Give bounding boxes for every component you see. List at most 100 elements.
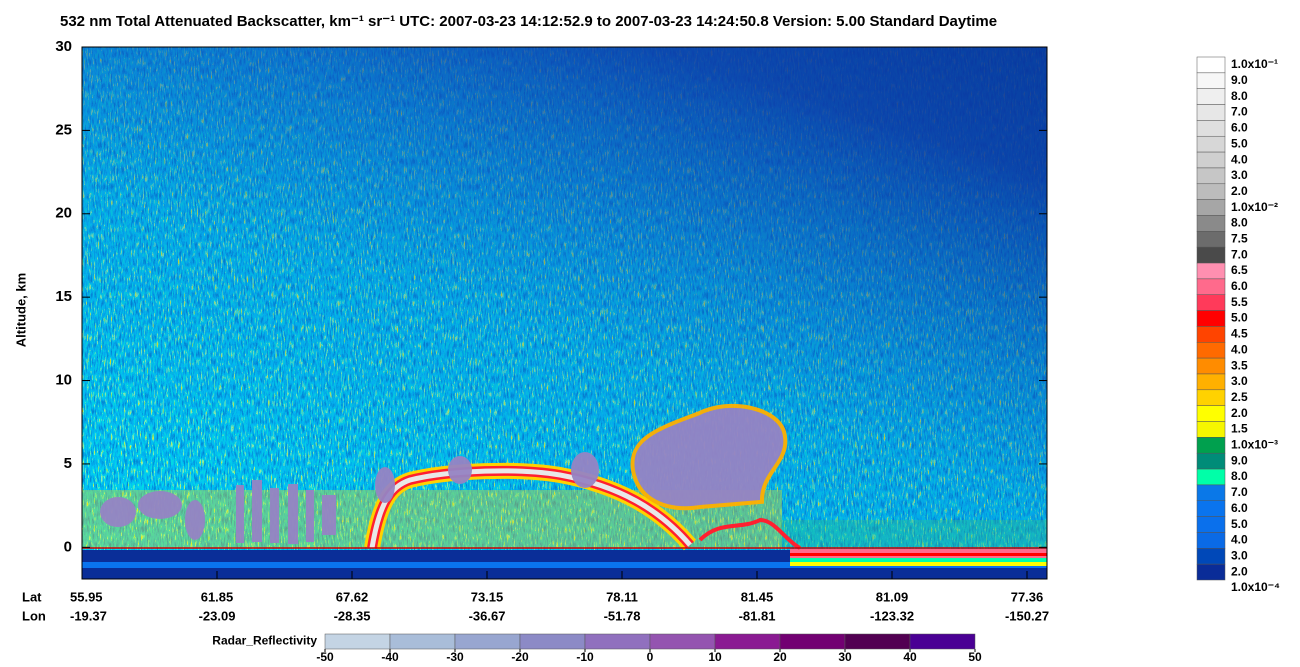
colorbar-label: 1.0x10⁻¹: [1231, 57, 1278, 71]
y-tick-label: 10: [55, 372, 72, 389]
radar-swatch: [844, 633, 911, 650]
radar-tick-label: -10: [576, 650, 594, 664]
colorbar-swatch: [1196, 278, 1226, 295]
y-tick-label: 15: [55, 288, 72, 305]
colorbar-swatch: [1196, 199, 1226, 216]
lon-label: -28.35: [334, 608, 371, 623]
colorbar-label: 2.0: [1231, 184, 1248, 198]
lat-label: 61.85: [201, 589, 234, 604]
lat-label: 78.11: [606, 589, 638, 604]
colorbar-swatch: [1196, 183, 1226, 200]
colorbar-label: 7.5: [1231, 232, 1248, 246]
colorbar-swatch: [1196, 120, 1226, 137]
colorbar-swatch: [1196, 437, 1226, 454]
lat-label: 73.15: [471, 589, 504, 604]
lon-label: -36.67: [469, 608, 506, 623]
colorbar-label: 1.0x10⁻²: [1231, 200, 1278, 214]
radar-tick-label: 10: [708, 650, 722, 664]
colorbar-swatch: [1196, 262, 1226, 280]
colorbar-label: 2.0: [1231, 564, 1248, 578]
colorbar-label: 4.0: [1231, 342, 1248, 356]
colorbar-label: 2.5: [1231, 390, 1248, 404]
lon-label: -81.81: [739, 608, 776, 623]
colorbar-swatch: [1196, 167, 1226, 185]
lon-label: -23.09: [199, 608, 236, 623]
colorbar-swatch: [1196, 563, 1226, 581]
colorbar-label: 9.0: [1231, 453, 1248, 467]
radar-swatch: [389, 633, 456, 650]
colorbar-label: 5.0: [1231, 311, 1248, 325]
radar-swatch: [779, 633, 846, 650]
lat-label: 67.62: [336, 589, 369, 604]
colorbar-swatch: [1196, 104, 1226, 121]
radar-tick-label: 0: [647, 650, 654, 664]
colorbar-swatch: [1196, 342, 1226, 359]
lon-label: -150.27: [1005, 608, 1049, 623]
radar-tick-label: -30: [446, 650, 464, 664]
colorbar-swatch: [1196, 88, 1226, 105]
colorbar-swatch: [1196, 72, 1226, 89]
y-tick-label: 0: [64, 538, 72, 555]
lon-label: -19.37: [70, 608, 107, 623]
colorbar-label: 5.5: [1231, 295, 1248, 309]
lat-label: 55.95: [70, 589, 103, 604]
curtain-image: [82, 47, 1047, 579]
radar-swatch: [714, 633, 781, 650]
colorbar-swatch: [1196, 373, 1226, 391]
radar-swatch: [519, 633, 586, 650]
colorbar-swatch: [1196, 421, 1226, 438]
radar-tick-label: -20: [511, 650, 529, 664]
radar-tick-label: -50: [316, 650, 334, 664]
lat-label: 77.36: [1011, 589, 1044, 604]
colorbar-label: 8.0: [1231, 469, 1248, 483]
colorbar-label: 2.0: [1231, 406, 1248, 420]
colorbar-swatch: [1196, 310, 1226, 327]
colorbar-swatch: [1196, 56, 1226, 74]
colorbar-label: 7.0: [1231, 105, 1248, 119]
colorbar-swatch: [1196, 326, 1226, 343]
colorbar-swatch: [1196, 231, 1226, 248]
colorbar-swatch: [1196, 468, 1226, 486]
colorbar-swatch: [1196, 151, 1226, 169]
colorbar-label: 8.0: [1231, 89, 1248, 103]
colorbar-swatch: [1196, 516, 1226, 533]
colorbar-swatch: [1196, 246, 1226, 264]
radar-label: Radar_Reflectivity: [212, 634, 317, 648]
radar-tick-label: 40: [903, 650, 917, 664]
colorbar-label: 3.5: [1231, 358, 1248, 372]
lat-label: 81.45: [741, 589, 774, 604]
colorbar-label: 4.0: [1231, 152, 1248, 166]
colorbar-label: 4.0: [1231, 533, 1248, 547]
colorbar-swatch: [1196, 484, 1226, 502]
colorbar-swatch: [1196, 294, 1226, 311]
radar-swatch: [454, 633, 521, 650]
colorbar-label: 1.5: [1231, 422, 1248, 436]
colorbar-label: 6.0: [1231, 279, 1248, 293]
y-tick-label: 5: [64, 455, 72, 472]
colorbar-label: 4.5: [1231, 327, 1248, 341]
colorbar-label: 7.0: [1231, 485, 1248, 499]
radar-tick-label: 20: [773, 650, 787, 664]
radar-swatch: [649, 633, 716, 650]
colorbar-label: 6.5: [1231, 263, 1248, 277]
chart-title: 532 nm Total Attenuated Backscatter, km⁻…: [60, 13, 997, 30]
colorbar-label: 3.0: [1231, 168, 1248, 182]
colorbar-swatch: [1196, 405, 1226, 422]
colorbar-swatch: [1196, 357, 1226, 375]
colorbar-label: 8.0: [1231, 216, 1248, 230]
lat-row-label: Lat: [22, 589, 42, 604]
colorbar-label: 1.0x10⁻³: [1231, 438, 1278, 452]
colorbar-label: 6.0: [1231, 501, 1248, 515]
radar-swatch: [909, 633, 976, 650]
colorbar-label: 5.0: [1231, 517, 1248, 531]
colorbar-label: 5.0: [1231, 136, 1248, 150]
colorbar-swatch: [1196, 532, 1226, 549]
colorbar-swatch: [1196, 215, 1226, 232]
colorbar-label: 3.0: [1231, 374, 1248, 388]
lon-label: -123.32: [870, 608, 914, 623]
y-tick-label: 30: [55, 38, 72, 55]
radar-tick-label: -40: [381, 650, 399, 664]
y-axis-label: Altitude, km: [13, 273, 28, 347]
